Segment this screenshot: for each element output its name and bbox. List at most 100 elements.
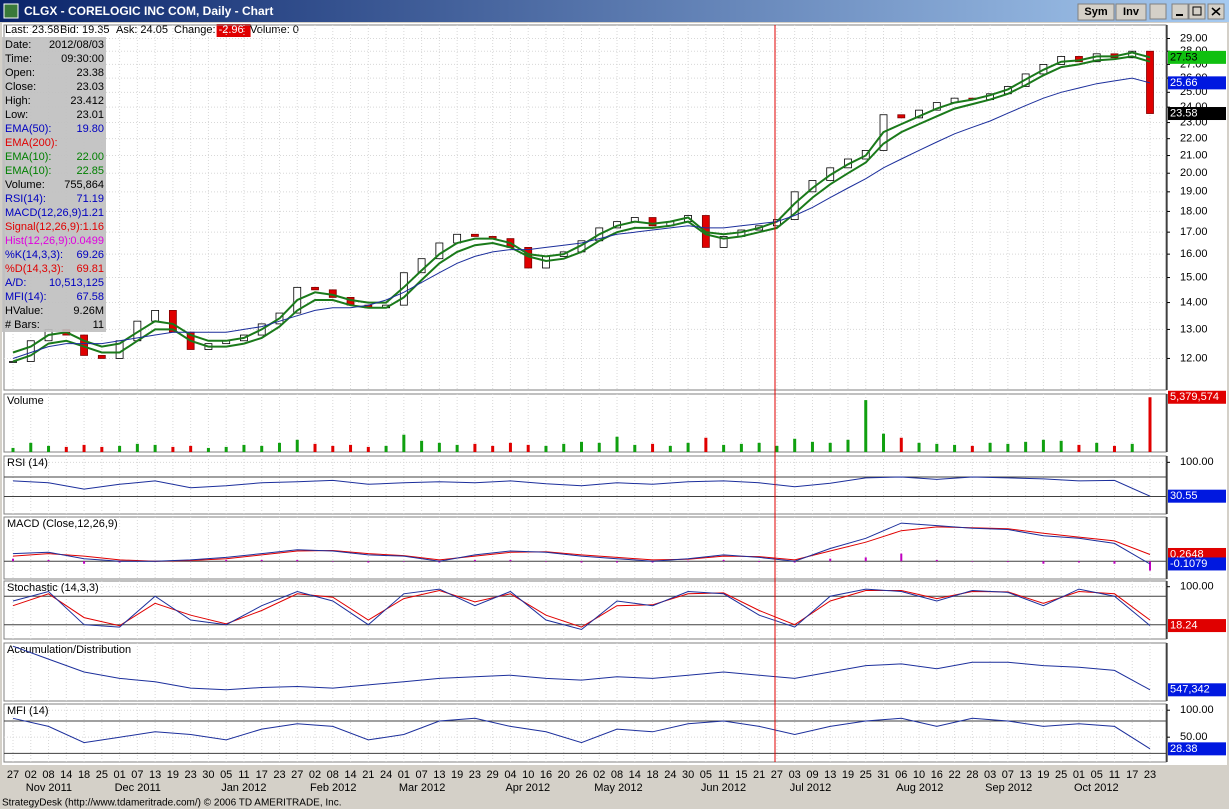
x-tick-label: 28 [966, 769, 978, 781]
x-tick-label: 22 [948, 769, 960, 781]
chart-layers: Last: 23.58 Bid: 19.35 Ask: 24.05 Change: -2.96… [2, 24, 1226, 794]
panel: MACD (Close,12,26,9) 0.2648-0.1079 [3, 516, 1226, 580]
candle [399, 272, 408, 306]
panel-frame [3, 580, 1167, 640]
info-label: Open: [5, 67, 35, 79]
volume-bar [295, 439, 299, 452]
x-tick-label: 13 [1020, 769, 1032, 781]
y-tick-label: 21.00 [1180, 149, 1208, 161]
x-tick-label: 13 [824, 769, 836, 781]
panel: 100.00 50.00 MFI (14) 28.38 [3, 703, 1226, 763]
x-tick-label: 02 [25, 769, 37, 781]
series-line [12, 645, 1151, 691]
histogram-bar [829, 558, 832, 562]
histogram-bar [260, 559, 263, 562]
x-tick-label: 14 [629, 769, 641, 781]
y-tick-label: 12.00 [1180, 352, 1208, 364]
info-value: 0.0499 [70, 235, 104, 247]
y-tick-label: 16.00 [1180, 248, 1208, 260]
histogram-bar [509, 559, 512, 562]
y-tick-label: 13.00 [1180, 323, 1208, 335]
candle [897, 114, 906, 119]
histogram-bar [12, 558, 14, 562]
candle [648, 217, 657, 227]
volume-bar [864, 400, 868, 452]
histogram-bar [580, 561, 583, 563]
volume-bar [384, 445, 388, 452]
volume-bar [899, 437, 903, 452]
volume-bar [313, 443, 317, 452]
minimize-button[interactable] [1171, 3, 1189, 20]
info-label: EMA(200): [5, 137, 58, 149]
candle [542, 256, 550, 269]
y-tick-label: 22.00 [1180, 133, 1208, 145]
series-line [12, 476, 1151, 497]
month-label: Jul 2012 [790, 782, 832, 794]
volume-bar [1041, 439, 1045, 452]
volume-bar [135, 443, 139, 452]
x-tick-label: 16 [540, 769, 552, 781]
candle [97, 355, 106, 359]
histogram-bar [544, 561, 547, 562]
value-marker [1168, 390, 1226, 404]
histogram-bar [438, 561, 441, 563]
x-tick-label: 13 [433, 769, 445, 781]
histogram-bar [1077, 561, 1080, 563]
info-label: # Bars: [5, 319, 40, 331]
status-bar [0, 797, 1229, 809]
y-tick-label: 100.00 [1180, 704, 1214, 716]
quote-label: Bid: [60, 24, 79, 36]
volume-bar [402, 434, 406, 452]
sym-button[interactable] [1077, 3, 1115, 21]
value-marker [1168, 742, 1226, 756]
value-marker [1168, 107, 1226, 121]
info-label: MACD(12,26,9): [5, 207, 84, 219]
volume-bar [260, 445, 264, 452]
x-tick-label: 10 [913, 769, 925, 781]
x-tick-label: 08 [327, 769, 339, 781]
volume-bar [1024, 441, 1028, 452]
maximize-glyph [1192, 6, 1202, 16]
inv-button-label[interactable]: Inv [1123, 6, 1140, 18]
value-marker-label: 18.24 [1170, 619, 1198, 631]
quote-label: Volume: [250, 24, 290, 36]
info-label: EMA(10): [5, 151, 51, 163]
detach-button[interactable] [1149, 3, 1167, 20]
volume-bar [206, 447, 210, 452]
inv-button[interactable] [1115, 3, 1147, 21]
x-tick-label: 24 [664, 769, 676, 781]
close-glyph [1211, 7, 1221, 16]
x-tick-label: 26 [575, 769, 587, 781]
maximize-button[interactable] [1188, 3, 1206, 20]
histogram-bar [758, 561, 761, 562]
series-line [12, 55, 1151, 363]
panel: Accumulation/Distribution 547,342 [3, 642, 1226, 702]
x-tick-label: 25 [1055, 769, 1067, 781]
value-marker-label: -0.1079 [1170, 558, 1207, 570]
x-tick-label: 18 [78, 769, 90, 781]
histogram-bar [722, 559, 725, 562]
info-panel-bg [2, 37, 106, 332]
panel-frame [3, 642, 1167, 702]
sym-button-label[interactable]: Sym [1084, 6, 1107, 18]
x-tick-label: 30 [682, 769, 694, 781]
y-tick-label: 100.00 [1180, 456, 1214, 468]
month-label: Feb 2012 [310, 782, 356, 794]
x-tick-label: 30 [202, 769, 214, 781]
x-tick-label: 07 [131, 769, 143, 781]
value-marker-label: 27.53 [1170, 51, 1198, 63]
volume-bar [793, 438, 797, 452]
volume-bar [47, 445, 51, 452]
histogram-bar [935, 559, 938, 562]
quote-value: -2.96 [219, 24, 244, 36]
info-value: 23.412 [70, 95, 104, 107]
value-marker [1168, 489, 1226, 503]
x-tick-label: 01 [398, 769, 410, 781]
x-tick-label: 25 [96, 769, 108, 781]
value-marker-label: 28.38 [1170, 743, 1198, 755]
y-tick-label: 14.00 [1180, 296, 1208, 308]
y-tick-label: 15.00 [1180, 271, 1208, 283]
info-value: 10,513,125 [49, 277, 104, 289]
info-label: High: [5, 95, 31, 107]
panel-frame [3, 516, 1167, 580]
